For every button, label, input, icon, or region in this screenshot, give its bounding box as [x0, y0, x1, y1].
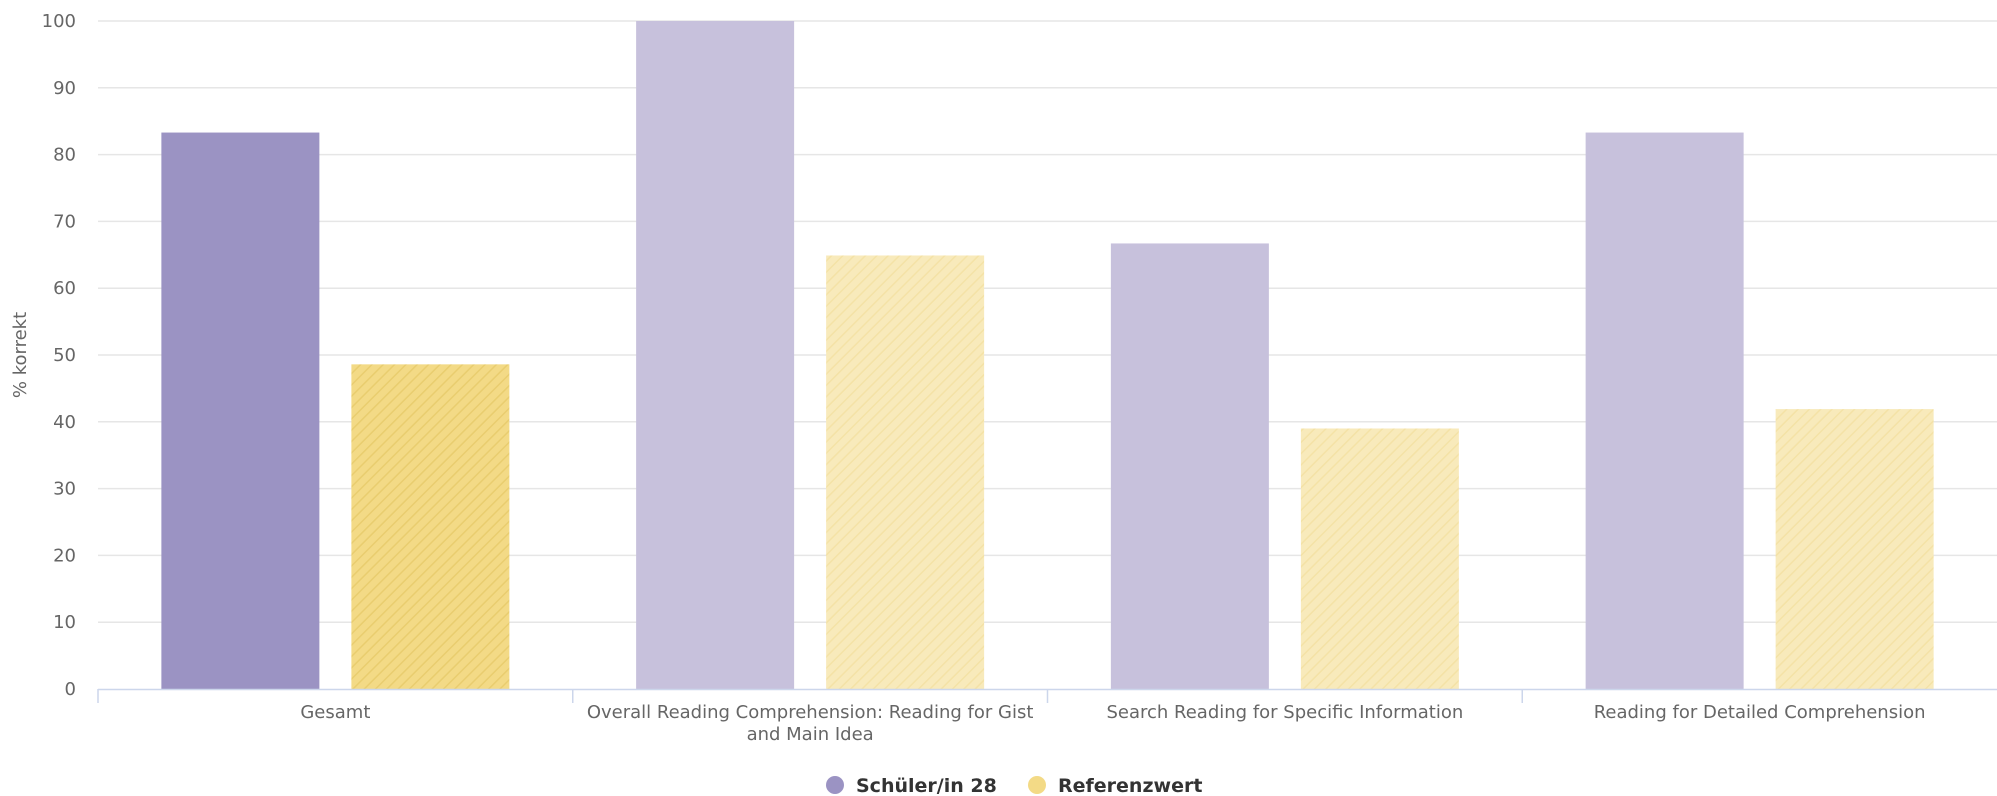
bar-schueler[interactable]: [1585, 132, 1744, 689]
bar-schueler[interactable]: [636, 21, 795, 689]
category-label: Search Reading for Specific Information: [1106, 702, 1463, 723]
legend-item-label[interactable]: Referenzwert: [1058, 775, 1202, 796]
x-axis: [97, 688, 1997, 703]
y-tick-label: 20: [53, 545, 76, 566]
bars: [161, 21, 1934, 689]
x-axis-categories: Gesamt Overall Reading Comprehension: Rea…: [300, 702, 1925, 745]
y-tick-label: 0: [65, 679, 76, 700]
y-tick-label: 70: [53, 211, 76, 232]
y-tick-label: 80: [53, 145, 76, 166]
y-axis-title: % korrekt: [10, 312, 31, 398]
category-label: Overall Reading Comprehension: Reading f…: [587, 702, 1034, 745]
y-tick-label: 50: [53, 345, 76, 366]
y-tick-label: 40: [53, 412, 76, 433]
bar-referenzwert[interactable]: [1300, 428, 1459, 689]
y-tick-label: 100: [42, 11, 76, 32]
bar-referenzwert[interactable]: [826, 255, 985, 689]
y-tick-label: 30: [53, 479, 76, 500]
legend-marker: [826, 776, 844, 794]
y-tick-label: 60: [53, 278, 76, 299]
category-label: Gesamt: [300, 702, 370, 723]
legend: Schüler/in 28 Referenzwert: [826, 775, 1202, 796]
bar-schueler[interactable]: [161, 132, 320, 689]
y-tick-label: 10: [53, 612, 76, 633]
bar-schueler[interactable]: [1110, 243, 1269, 689]
bar-referenzwert[interactable]: [351, 364, 510, 689]
legend-marker: [1028, 776, 1046, 794]
category-label: Reading for Detailed Comprehension: [1594, 702, 1926, 723]
y-axis-ticks: 0 10 20 30 40 50 60 70 80 90 100: [42, 11, 76, 700]
legend-item-label[interactable]: Schüler/in 28: [856, 775, 997, 796]
bar-referenzwert[interactable]: [1775, 409, 1934, 689]
y-tick-label: 90: [53, 78, 76, 99]
